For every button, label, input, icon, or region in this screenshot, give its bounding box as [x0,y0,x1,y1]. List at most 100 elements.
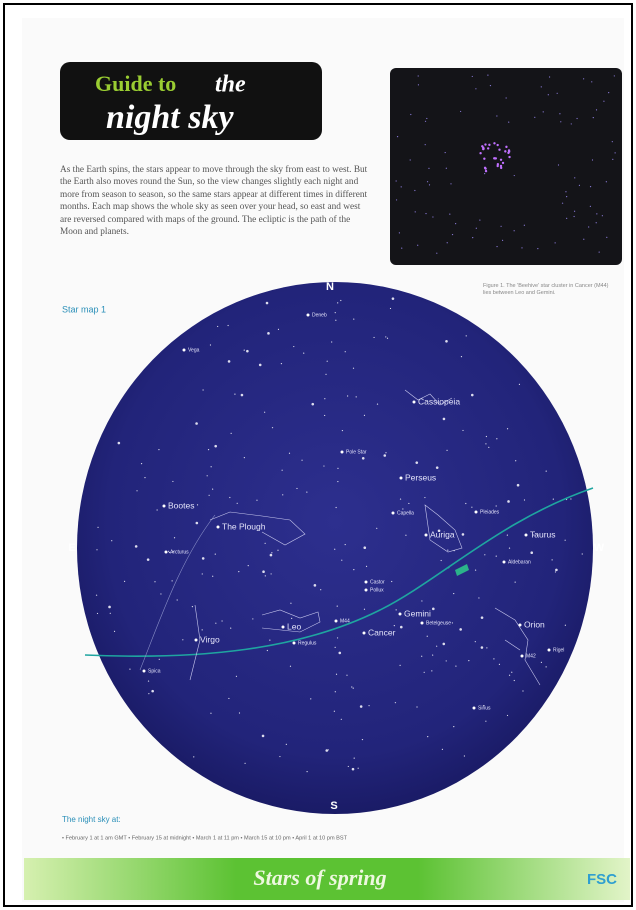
star-label: Leo [287,621,301,631]
photo-star [514,230,515,231]
star [265,575,266,576]
photo-star [446,168,447,169]
star [310,698,311,699]
photo-star [496,115,497,116]
photo-star [593,117,594,118]
photo-star [602,215,603,216]
photo-star [397,136,398,137]
star [336,674,337,675]
star-label: Pole Star [346,449,367,455]
star [215,554,216,555]
photo-star [506,97,507,98]
photo-star [596,109,597,110]
photo-star [612,159,613,160]
cluster-star [487,147,489,149]
star [148,693,149,694]
photo-star [562,203,563,204]
photo-star [472,237,473,238]
star [96,595,97,596]
banner-text: Stars of spring [253,865,386,890]
cluster-star [508,156,510,158]
star [515,460,516,461]
photo-star [606,237,607,238]
star [282,494,283,495]
cluster-star [494,157,496,159]
star [362,739,363,740]
star [193,756,194,757]
star [202,573,203,574]
photo-star [524,225,525,226]
star-label: Capella [397,510,414,516]
star [279,756,280,757]
star [265,543,266,544]
label-star [548,649,551,652]
star [278,329,279,330]
star [493,658,494,659]
star-label: Pollux [370,587,384,593]
photo-star [537,248,538,249]
label-star [400,477,403,480]
star [289,453,290,454]
star [214,445,217,448]
cluster-star [504,150,506,152]
star [390,308,391,309]
photo-star [445,152,446,153]
cluster-star [502,162,504,164]
star [392,297,395,300]
star [336,507,337,508]
star [353,368,354,369]
star [363,546,366,549]
photo-star [608,92,609,93]
footer-heading: The night sky at: [62,815,121,824]
star [270,554,273,557]
cluster-star [485,170,487,172]
star [110,613,111,614]
star-label: Gemini [404,608,431,618]
star [373,337,374,338]
photo-star [566,196,567,197]
star [399,665,400,666]
star-label: Auriga [430,529,455,539]
photo-star [543,111,544,112]
star [221,620,222,621]
star-label: Cancer [368,627,396,637]
star [462,430,463,431]
cluster-star [508,149,510,151]
star [136,490,137,491]
star [400,626,403,629]
photo-star [614,75,615,76]
star-label: Pleiades [480,509,500,515]
star [570,498,571,499]
label-star [217,526,220,529]
star [196,522,199,525]
star [262,735,265,738]
photo-star [432,216,433,217]
star [395,702,396,703]
star [114,631,115,632]
star [195,422,198,425]
star [546,666,547,667]
star [405,535,406,536]
photo-star [559,113,560,114]
label-star [503,561,506,564]
photo-star [418,84,419,85]
star [248,565,249,566]
star [228,325,229,326]
star [488,447,489,448]
star [565,625,566,626]
star [377,404,378,405]
star [311,403,314,406]
star [486,647,487,648]
star [496,438,497,439]
photo-star [591,81,592,82]
star [325,374,326,375]
star [459,628,462,631]
star [192,606,193,607]
star [385,336,386,337]
star [335,312,336,313]
star [364,609,365,610]
star [306,771,307,772]
label-star [335,620,338,623]
star [335,647,336,648]
star [141,463,142,464]
